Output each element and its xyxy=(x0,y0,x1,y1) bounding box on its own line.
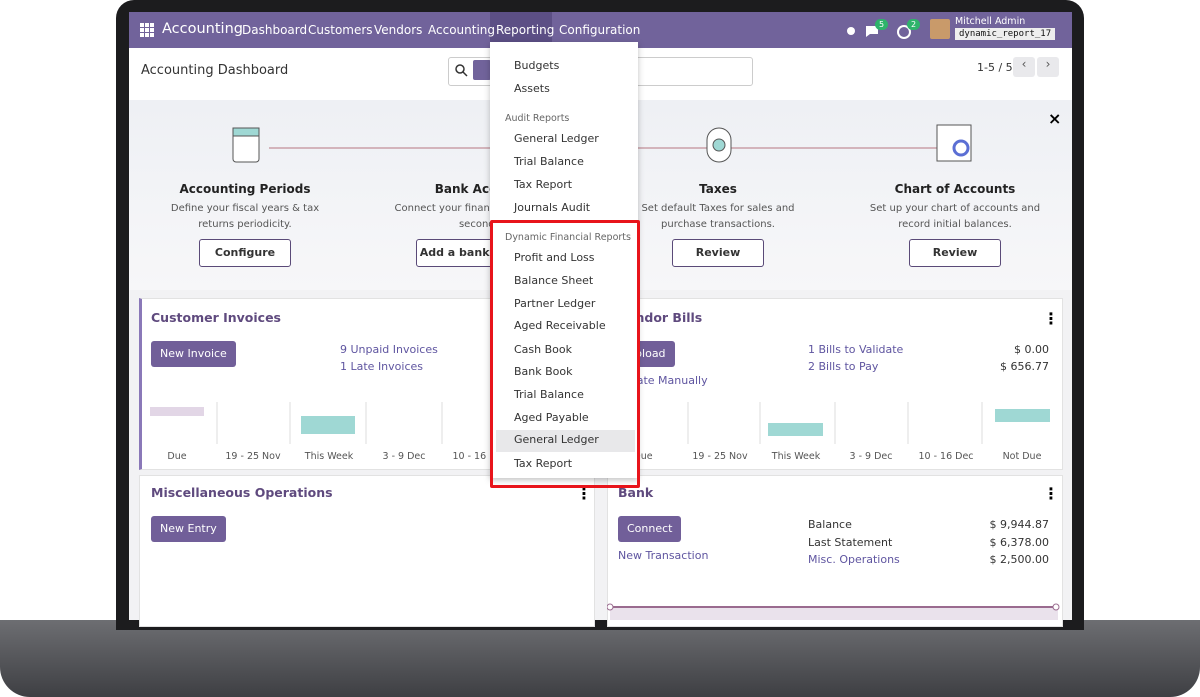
dropdown-item[interactable]: Balance Sheet xyxy=(514,274,594,287)
link[interactable]: 1 Late Invoices xyxy=(340,360,423,373)
bank-graph xyxy=(607,603,1060,620)
card-menu[interactable]: ⋮ xyxy=(576,484,592,503)
graph-label: 10 - 16 Dec xyxy=(918,451,974,462)
dropdown-item[interactable]: Trial Balance xyxy=(514,388,584,401)
amount: $ 656.77 xyxy=(1000,360,1049,373)
amount: $ 0.00 xyxy=(1014,343,1049,356)
graph-label: Due xyxy=(167,451,187,462)
menu-item[interactable]: Reporting xyxy=(496,23,555,37)
chat-badge: 5 xyxy=(875,19,889,30)
step-title: Accounting Periods xyxy=(179,182,311,196)
step-button[interactable]: Review xyxy=(672,239,764,267)
hover-highlight xyxy=(496,430,635,452)
dropdown-header: Dynamic Financial Reports xyxy=(505,232,631,243)
card-menu[interactable]: ⋮ xyxy=(1043,484,1059,503)
highlight-box xyxy=(490,220,640,488)
amount: $ 6,378.00 xyxy=(989,536,1049,549)
menu-item[interactable]: Customers xyxy=(308,23,373,37)
row-label: Balance xyxy=(808,518,852,531)
graph-label: This Week xyxy=(304,451,354,462)
bills-graph xyxy=(687,402,1050,444)
card-misc xyxy=(139,475,595,627)
card-bank xyxy=(607,475,1063,627)
pager-prev[interactable]: ‹ xyxy=(1013,57,1035,77)
amount: $ 2,500.00 xyxy=(989,553,1049,566)
link[interactable]: 9 Unpaid Invoices xyxy=(340,343,438,356)
dropdown-item[interactable]: Assets xyxy=(514,82,550,95)
reporting-dropdown xyxy=(490,42,638,478)
amount: $ 9,944.87 xyxy=(989,518,1049,531)
graph-label: 3 - 9 Dec xyxy=(382,451,426,462)
graph-label: This Week xyxy=(771,451,821,462)
dropdown-item[interactable]: Cash Book xyxy=(514,343,572,356)
search-icon xyxy=(455,64,468,77)
link[interactable]: New Transaction xyxy=(618,549,709,562)
dropdown-item[interactable]: Aged Payable xyxy=(514,411,589,424)
laptop-base xyxy=(0,620,1200,697)
database-badge: dynamic_report_17 xyxy=(955,28,1056,40)
dropdown-item[interactable]: General Ledger xyxy=(514,132,599,145)
menu-item[interactable]: Dashboard xyxy=(242,23,308,37)
pager-next[interactable]: › xyxy=(1037,57,1059,77)
invoice-graph xyxy=(150,402,443,444)
close-onboarding[interactable]: × xyxy=(1048,109,1062,128)
dropdown-item[interactable]: Partner Ledger xyxy=(514,297,596,310)
graph-label: 10 - 16 Dec xyxy=(452,451,508,462)
step-button[interactable]: Configure xyxy=(199,239,291,267)
link[interactable]: Misc. Operations xyxy=(808,553,900,566)
dropdown-header: Audit Reports xyxy=(505,113,570,124)
menu-item[interactable]: Vendors xyxy=(374,23,423,37)
link[interactable]: 1 Bills to Validate xyxy=(808,343,904,356)
filter-toggle[interactable] xyxy=(473,60,491,80)
dropdown-item[interactable]: Aged Receivable xyxy=(514,319,606,332)
dropdown-item[interactable]: Profit and Loss xyxy=(514,251,595,264)
graph-label: Due xyxy=(633,451,653,462)
graph-label: 19 - 25 Nov xyxy=(225,451,281,462)
graph-label: 19 - 25 Nov xyxy=(692,451,748,462)
primary-button[interactable]: Connect xyxy=(618,516,682,542)
step-description: Connect your financial accounts in secon… xyxy=(394,203,568,230)
primary-button[interactable]: New Entry xyxy=(151,516,226,542)
menu-item[interactable]: Configuration xyxy=(559,23,641,37)
link[interactable]: 2 Bills to Pay xyxy=(808,360,879,373)
user-name[interactable]: Mitchell Admin xyxy=(955,16,1026,27)
step-button[interactable]: Review xyxy=(909,239,1001,267)
card-title[interactable]: Miscellaneous Operations xyxy=(151,485,333,500)
graph-label: 3 - 9 Dec xyxy=(849,451,893,462)
dropdown-item[interactable]: Bank Book xyxy=(514,365,573,378)
page-title: Accounting Dashboard xyxy=(141,63,289,78)
step-description: Define your fiscal years & tax returns p… xyxy=(170,203,320,230)
systray-icons[interactable] xyxy=(845,23,915,39)
dropdown-item[interactable]: Budgets xyxy=(514,59,560,72)
dropdown-item[interactable]: Trial Balance xyxy=(514,155,584,168)
link[interactable]: Create Manually xyxy=(618,374,708,387)
step-description: Set up your chart of accounts and record… xyxy=(869,203,1041,230)
card-title[interactable]: Bank xyxy=(618,485,654,500)
dropdown-item[interactable]: General Ledger xyxy=(514,433,599,446)
dropdown-item[interactable]: Tax Report xyxy=(514,457,573,470)
dropdown-item[interactable]: Tax Report xyxy=(514,178,573,191)
step-title: Chart of Accounts xyxy=(894,182,1016,196)
avatar[interactable] xyxy=(930,19,950,39)
card-menu[interactable]: ⋮ xyxy=(1043,309,1059,328)
pager: 1-5 / 5 xyxy=(977,61,1013,74)
step-title: Taxes xyxy=(699,182,737,196)
app-name[interactable]: Accounting xyxy=(162,21,243,37)
step-description: Set default Taxes for sales and purchase… xyxy=(641,203,795,230)
graph-label: Not Due xyxy=(1002,451,1042,462)
activity-badge: 2 xyxy=(907,19,921,30)
card-title[interactable]: Customer Invoices xyxy=(151,310,281,325)
primary-button[interactable]: New Invoice xyxy=(151,341,236,367)
menu-item[interactable]: Accounting xyxy=(428,23,496,37)
apps-icon[interactable] xyxy=(140,23,154,37)
row-label: Last Statement xyxy=(808,536,893,549)
dropdown-item[interactable]: Journals Audit xyxy=(514,201,591,214)
